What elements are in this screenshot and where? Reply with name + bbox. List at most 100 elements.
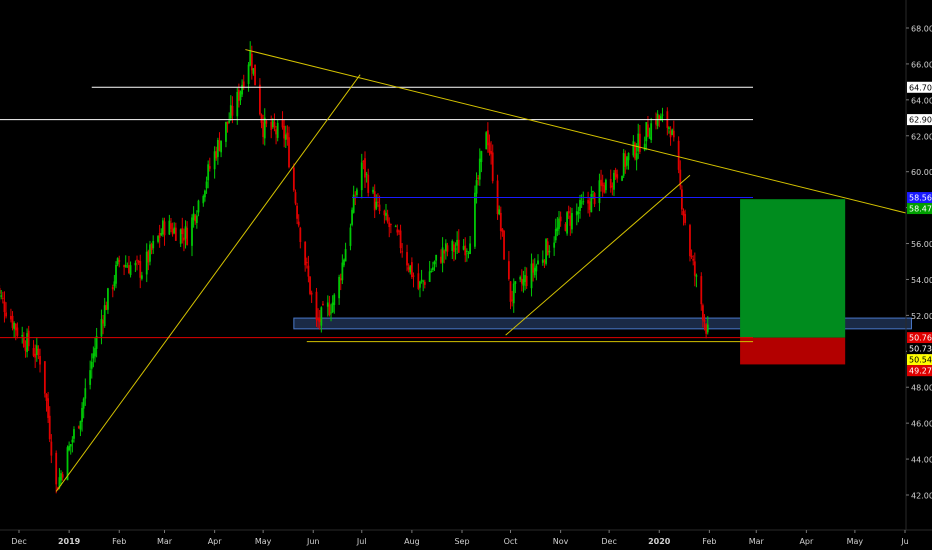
candle-body: [163, 221, 166, 236]
x-tick-label: Jul: [356, 537, 367, 546]
candle-body: [341, 262, 344, 281]
candle-body: [689, 225, 691, 257]
candle-body: [50, 441, 53, 456]
candle-body: [307, 265, 310, 277]
candle-body: [128, 265, 130, 274]
candle-body: [310, 292, 313, 295]
price-label: 50.73: [909, 345, 932, 354]
candle-body: [352, 194, 355, 213]
candle-body: [383, 210, 386, 216]
candle-body: [213, 151, 216, 170]
candle-body: [647, 124, 649, 137]
candle-body: [157, 236, 159, 242]
price-labels-layer: 64.70 62.90 58.56 58.47 50.76 50.73 50.54 49.27: [907, 81, 932, 377]
x-tick-label: Apr: [208, 537, 223, 546]
candles-layer: [0, 41, 709, 494]
candle-body: [533, 267, 536, 276]
candle-body: [344, 249, 347, 262]
candle-body: [294, 192, 297, 204]
candle-body: [398, 230, 400, 232]
candle-body: [377, 201, 379, 203]
candle-body: [499, 212, 502, 231]
candle-body: [375, 201, 378, 209]
x-tick-label: Dec: [11, 537, 26, 546]
candle-body: [218, 140, 221, 151]
candle-body: [692, 258, 695, 261]
candle-body: [444, 243, 447, 252]
time-axis[interactable]: Dec 2019 Feb Mar Apr May Jun Jul Aug Sep Oct Nov Dec…: [11, 530, 909, 546]
candle-body: [273, 122, 276, 128]
candle-body: [351, 209, 353, 225]
candle-body: [682, 211, 685, 216]
candle-body: [659, 116, 662, 121]
candle-body: [71, 439, 74, 443]
candle-body: [145, 251, 148, 275]
candle-body: [622, 152, 625, 176]
candle-body: [11, 315, 14, 328]
y-tick-label: 52.00: [911, 312, 932, 321]
trend-line: [505, 174, 691, 336]
price-label: 49.27: [909, 367, 932, 376]
candle-body: [671, 129, 674, 136]
price-label-box: [907, 203, 932, 215]
candle-body: [559, 216, 562, 222]
candle-body: [231, 106, 234, 116]
candle-body: [252, 68, 255, 74]
candle-body: [229, 105, 232, 119]
candle-body: [593, 193, 596, 205]
candle-body: [367, 174, 370, 193]
candle-body: [241, 84, 244, 95]
candle-body: [548, 250, 551, 253]
candle-body: [695, 275, 698, 277]
candle-body: [265, 121, 268, 124]
candle-body: [480, 151, 483, 163]
candle-body: [100, 319, 103, 337]
x-tick-label: May: [847, 537, 864, 546]
candle-body: [318, 317, 321, 323]
candle-body: [68, 445, 71, 451]
position-loss-zone: [740, 337, 846, 365]
candle-body: [284, 134, 287, 140]
candle-body: [3, 301, 6, 313]
candle-body: [567, 211, 570, 214]
candle-body: [333, 294, 336, 305]
x-tick-label: Ju: [900, 537, 908, 546]
candle-body: [45, 394, 48, 401]
y-tick-label: 42.00: [911, 492, 932, 501]
candle-body: [546, 241, 549, 255]
candle-body: [136, 259, 138, 261]
candle-body: [259, 84, 261, 115]
candle-body: [55, 452, 58, 485]
candle-body: [490, 151, 493, 155]
candle-body: [532, 263, 535, 273]
x-tick-label: Apr: [799, 537, 814, 546]
x-tick-label: Mar: [749, 537, 765, 546]
candle-body: [556, 227, 559, 232]
price-label-box: [907, 332, 932, 344]
x-tick-label: Mar: [157, 537, 173, 546]
candle-body: [443, 250, 446, 254]
candle-body: [338, 276, 341, 299]
candle-body: [401, 251, 404, 253]
candle-body: [168, 220, 171, 235]
candle-body: [435, 254, 438, 261]
candle-body: [428, 271, 431, 282]
support-zone: [293, 317, 912, 330]
candle-body: [587, 200, 590, 204]
candle-body: [498, 209, 501, 215]
candle-body: [590, 193, 593, 213]
candle-body: [320, 307, 323, 326]
candle-body: [511, 299, 514, 301]
candle-body: [553, 242, 556, 248]
candle-body: [464, 245, 467, 256]
price-label: 58.47: [909, 205, 932, 214]
candle-body: [197, 200, 200, 213]
candle-body: [129, 265, 132, 275]
candle-body: [107, 288, 109, 310]
candle-body: [270, 121, 273, 130]
candle-body: [389, 223, 392, 225]
candle-body: [364, 158, 366, 178]
candle-body: [530, 263, 533, 289]
x-tick-label: Feb: [702, 537, 716, 546]
